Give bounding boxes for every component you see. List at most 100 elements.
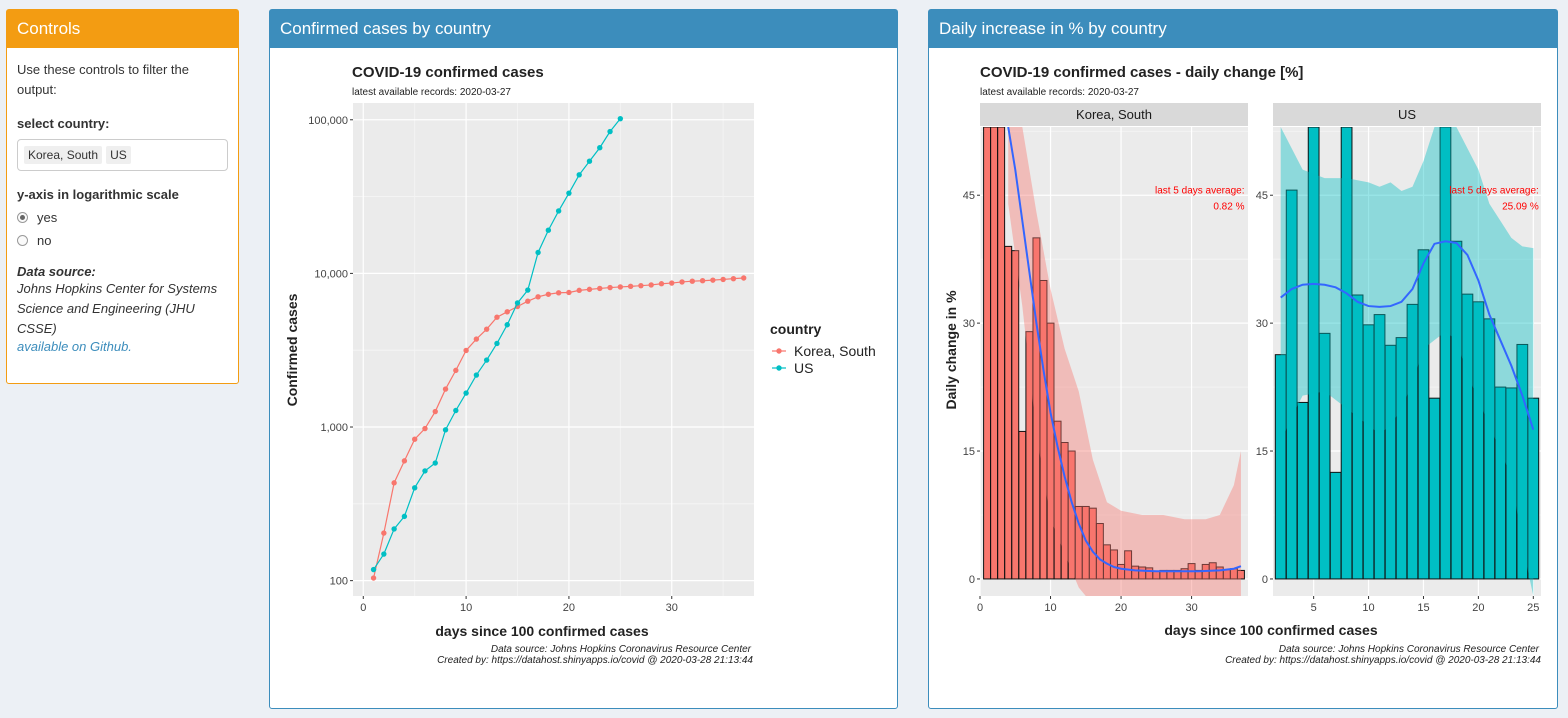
chart1-point-us <box>473 372 480 378</box>
chart1-legend-key-point <box>776 365 782 371</box>
country-select[interactable]: Korea, South US <box>17 139 228 171</box>
chart2-confidence-band-us <box>1280 127 1534 596</box>
chart1-point-korea <box>597 285 603 292</box>
source-text: Johns Hopkins Center for Systems Science… <box>17 281 218 336</box>
chart1-point-us <box>576 172 582 178</box>
chart1-footer-source: Data source: Johns Hopkins Coronavirus R… <box>491 644 752 655</box>
chart1-point-us <box>442 427 449 433</box>
chart1-point-korea <box>483 326 490 332</box>
chart1-point-korea <box>679 279 685 285</box>
chart1-point-korea <box>689 278 696 284</box>
chart1-point-us <box>514 300 521 306</box>
chart2-subtitle: latest available records: 2020-03-27 <box>980 87 1139 98</box>
chart1-point-korea <box>381 530 387 536</box>
chart1-xtick-label: 0 <box>360 602 366 614</box>
chart1-point-us <box>463 390 469 396</box>
chart2-annotation-title-korea: last 5 days average: <box>1155 185 1245 196</box>
chart1-xtick-label: 10 <box>460 602 472 614</box>
confirmed-cases-panel-title: Confirmed cases by country <box>270 10 897 48</box>
chart2-ylabel: Daily change in % <box>943 290 959 410</box>
chart1-point-us <box>566 190 572 196</box>
chart1-subtitle: latest available records: 2020-03-27 <box>352 87 511 98</box>
country-chip-us[interactable]: US <box>106 146 131 164</box>
source-link[interactable]: available on Github. <box>17 339 132 354</box>
chart1-point-us <box>370 566 377 573</box>
chart2-bar-korea <box>1018 430 1027 580</box>
chart1-ytick-label: 100,000 <box>308 115 348 127</box>
chart1-point-us <box>411 485 418 491</box>
chart1-point-korea <box>648 282 654 288</box>
chart2-smooth-line-us <box>1280 240 1535 431</box>
chart2-annotation-title-us: last 5 days average: <box>1449 185 1539 196</box>
daily-change-chart: COVID-19 confirmed cases - daily change … <box>943 64 1541 666</box>
chart1-point-korea <box>710 277 716 283</box>
chart1-point-us <box>401 513 408 520</box>
chart2-ytick-label: 30 <box>1256 318 1268 330</box>
chart2-facet-korea: Korea, South last 5 days average: 0.82 % 0 1… <box>963 103 1248 614</box>
chart1-point-korea <box>463 347 469 354</box>
chart1-point-korea <box>442 386 449 392</box>
chart1-point-us <box>494 340 500 347</box>
chart1-point-korea <box>370 575 377 581</box>
chart2-strip-korea <box>980 103 1248 126</box>
chart2-title: COVID-19 confirmed cases - daily change … <box>980 64 1303 81</box>
chart1-point-korea <box>607 284 613 291</box>
chart2-xtick-label: 15 <box>1417 602 1429 614</box>
chart1-xtick-label: 20 <box>563 602 575 614</box>
chart2-bar-us <box>1285 189 1298 580</box>
chart1-point-korea <box>566 289 572 296</box>
chart1-legend-title: country <box>770 321 822 337</box>
chart1-point-korea <box>741 275 747 281</box>
chart1-point-korea <box>545 291 552 297</box>
chart1-ytick-label: 1,000 <box>320 422 348 434</box>
chart2-xtick-label: 20 <box>1115 602 1127 614</box>
chart1-point-korea <box>535 294 541 300</box>
chart2-xtick-label: 25 <box>1527 602 1539 614</box>
chart1-legend-key-point <box>776 348 782 354</box>
chart2-footer-created: Created by: https://datahost.shinyapps.i… <box>1225 655 1541 666</box>
radio-no[interactable] <box>17 235 28 246</box>
chart2-annotation-value-us: 25.09 % <box>1502 201 1539 212</box>
chart2-ytick-label: 0 <box>969 574 975 586</box>
chart1-point-us <box>617 115 624 122</box>
chart1-point-us <box>607 128 613 135</box>
chart2-ytick-label: 45 <box>1256 190 1268 202</box>
chart2-bar-korea <box>1004 245 1013 580</box>
chart2-xtick-label: 20 <box>1472 602 1484 614</box>
chart1-point-us <box>525 287 531 293</box>
chart1-point-korea <box>730 275 737 282</box>
chart1-point-korea <box>586 286 593 293</box>
chart2-xtick-label: 5 <box>1311 602 1317 614</box>
chart1-ytick-label: 100 <box>330 576 348 588</box>
chart2-bar-us <box>1318 332 1331 580</box>
chart1-point-korea <box>627 283 634 290</box>
chart1-footer-created: Created by: https://datahost.shinyapps.i… <box>437 655 753 666</box>
chart2-bar-korea <box>990 127 999 580</box>
chart1-legend-label: US <box>794 360 813 376</box>
country-label: select country: <box>17 116 110 131</box>
radio-yes-label: yes <box>37 210 58 225</box>
chart1-point-korea <box>391 480 397 486</box>
chart1-xlabel: days since 100 confirmed cases <box>435 623 648 639</box>
chart1-point-korea <box>699 278 706 284</box>
chart1-title: COVID-19 confirmed cases <box>352 64 544 81</box>
chart2-marks-korea <box>983 127 1245 596</box>
controls-title: Controls <box>7 10 238 48</box>
radio-yes-row[interactable]: yes <box>17 210 228 225</box>
chart1-point-korea <box>453 367 459 374</box>
controls-box: Controls Use these controls to filter th… <box>6 9 239 384</box>
log-scale-label: y-axis in logarithmic scale <box>17 187 179 202</box>
chart1-point-korea <box>720 276 726 283</box>
radio-yes[interactable] <box>17 212 28 223</box>
chart1-point-korea <box>422 425 428 432</box>
confirmed-cases-chart: COVID-19 confirmed cases latest availabl… <box>284 64 876 666</box>
confirmed-cases-panel: Confirmed cases by country COVID-19 conf… <box>269 9 898 709</box>
chart1-plot-bg <box>353 103 754 596</box>
country-chip-korea[interactable]: Korea, South <box>24 146 103 164</box>
chart2-marks-us <box>1274 127 1540 596</box>
chart1-point-us <box>504 322 510 328</box>
chart2-xtick-label: 30 <box>1185 602 1197 614</box>
chart2-bar-korea <box>997 127 1006 580</box>
chart2-xtick-label: 0 <box>977 602 983 614</box>
radio-no-row[interactable]: no <box>17 233 228 248</box>
